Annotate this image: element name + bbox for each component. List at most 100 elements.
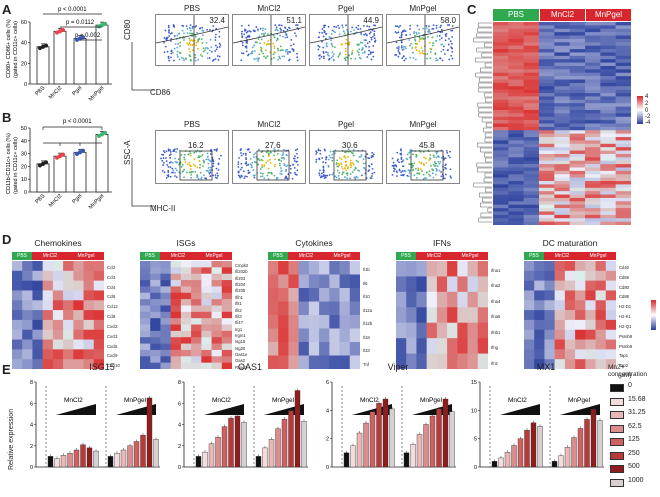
flow-plot-scatter [391, 148, 452, 181]
expression-bar [93, 450, 99, 468]
heatmap-title-2: Cytokines [295, 238, 333, 248]
data-point [80, 148, 86, 153]
legend-swatch [610, 451, 624, 460]
expression-bar [429, 415, 436, 468]
gene-label: Ifi202b [235, 269, 248, 275]
flow-plot-scatter [310, 15, 382, 65]
expression-bar [590, 409, 597, 468]
panel-c-scale-m4: -4 [645, 120, 651, 126]
expression-chart-0: 0 2 4 6 8 MnCl2 MnPgel [30, 380, 160, 471]
gene-label: Il10 [363, 294, 370, 299]
gene-label: Ifna4 [491, 298, 501, 304]
expression-bar [389, 408, 395, 468]
concentration-wedge [560, 404, 600, 415]
heatmap-cells-2 [268, 261, 360, 369]
heatmap-header-mncl2: MnCl2 [160, 252, 196, 260]
heatmap-gene-list-3: Ifna1 Ifna2 Ifna4 Ifna5 Ifnb1 Ifng Ifnz [491, 263, 500, 371]
expression-bar [133, 441, 140, 468]
y-tick-label: 40 [21, 41, 27, 47]
x-tick-label: PBS [34, 85, 46, 97]
gene-label: H2-D1 [619, 304, 632, 310]
y-tick-label: 2 [30, 444, 33, 450]
panel-d-color-scale [651, 300, 656, 330]
expression-bar [262, 447, 268, 468]
flow-plot-value: 58.0 [440, 16, 456, 25]
heatmap-header-pbs: PBS [140, 252, 160, 260]
gene-label: Ccl8 [107, 314, 116, 320]
bar [53, 30, 67, 85]
expression-bar [530, 422, 537, 468]
legend-label: 31.25 [628, 409, 646, 416]
expression-bar [551, 461, 558, 468]
gene-label: Irg1 [235, 326, 243, 332]
group-label-mncl2: MnCl2 [508, 397, 527, 404]
expression-bar [80, 444, 86, 468]
panel-c-scale-4: 4 [645, 94, 649, 100]
expression-bar [449, 411, 455, 468]
expression-chart-2: 0 2 4 6 MnCl2 MnPgel [326, 380, 456, 471]
gene-label: Cmpk2 [235, 263, 249, 268]
flow-plot-scatter [233, 15, 305, 65]
heatmap-gene-list-1: Cmpk2 Ifi202b Ifi203 Ifi204 Ifi205 Ifih1 Ifit1… [235, 263, 248, 371]
panel-a-pvalue-1: p = 0.0112 [66, 20, 95, 26]
expression-bar [127, 445, 133, 468]
group-label-mnpgel: MnPgel [568, 397, 591, 404]
gene-label: Ifi205 [235, 288, 246, 294]
gene-label: Irgm1 [235, 332, 246, 338]
gene-label: Cxcl10 [107, 363, 120, 369]
expression-bar [343, 452, 350, 468]
legend-swatch [610, 411, 624, 419]
panel-b-axis-arrow [131, 158, 154, 207]
expression-bar [382, 398, 389, 468]
expression-bar [153, 439, 159, 468]
flow-plot-scatter [387, 15, 459, 65]
flow-plot-label: MnCl2 [257, 4, 281, 13]
flow-plot-value: 51.1 [286, 16, 302, 25]
panel-a-ylabel-1: CD80+ CD86+ cells (%) [6, 19, 12, 78]
gene-label: Ifi204 [235, 282, 246, 288]
bar [53, 155, 67, 193]
panel-a-axis-arrow [131, 42, 154, 91]
flow-plot-3: MnPgel 58.0 [386, 4, 460, 66]
expression-bar [350, 445, 356, 468]
flow-plot-label: MnCl2 [257, 120, 281, 129]
data-point [102, 21, 108, 26]
expression-bar [146, 397, 153, 468]
y-tick-label: 8 [178, 380, 181, 386]
panel-c-header-mnpgel: MnPgel [586, 9, 631, 21]
panel-e-legend-title-2: (μM) [618, 372, 632, 379]
expression-bar [577, 428, 584, 468]
flow-plot-value: 32.4 [209, 16, 225, 25]
expression-bar [228, 417, 234, 468]
flow-plot-value: 27.6 [265, 141, 281, 150]
heatmap-header-mnpgel: MnPgel [196, 252, 232, 260]
expression-bar [584, 419, 590, 468]
flow-plot-label: PBS [183, 4, 200, 13]
panel-c-heatmap-cells [493, 22, 631, 225]
expression-chart-1: 0 2 4 6 8 MnCl2 MnPgel [178, 380, 308, 471]
concentration-wedge [352, 404, 392, 415]
panel-a-bar-chart: CD80+ CD86+ cells (%) (gated in CD11c+ c… [6, 7, 112, 103]
x-tick-label: Pgel [71, 193, 83, 205]
expression-bar [558, 455, 564, 468]
panel-a-axis-x: CD86 [150, 88, 171, 97]
expression-bar [67, 452, 73, 468]
heatmap-cells-1 [140, 261, 232, 369]
gene-label: Ifnb1 [491, 329, 501, 335]
flow-plot-0: PBS 16.2 [155, 120, 229, 184]
gene-label: Ccl5 [107, 294, 116, 300]
y-tick-label: 40 [21, 139, 27, 145]
panel-b-ylabel-2: (gated in CD11c+ cells) [13, 137, 19, 194]
x-tick-label: Pgel [71, 85, 83, 97]
gene-label: Isg20 [235, 345, 246, 351]
expression-bar [195, 456, 202, 468]
expression-bar [114, 452, 120, 468]
legend-label: 250 [628, 449, 640, 457]
chart-title-oas1: OAS1 [237, 362, 262, 372]
heatmap-title-4: DC maturation [542, 238, 598, 248]
gene-label: Cd69 [619, 274, 630, 280]
legend-label: 1000 [628, 476, 644, 484]
flow-plot-label: PBS [183, 120, 200, 129]
flow-plot-label: Pgel [337, 120, 354, 129]
gene-label: Ifna2 [491, 283, 501, 289]
